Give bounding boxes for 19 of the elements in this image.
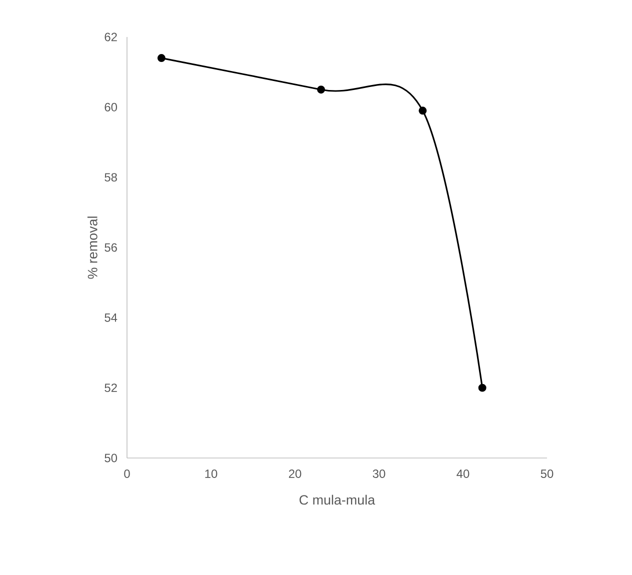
x-tick-label: 10 [205,470,218,478]
x-tick-label: 40 [456,470,470,478]
x-tick-label: 20 [288,470,302,478]
y-tick-label: 60 [104,102,118,112]
y-tick-label: 50 [104,454,118,462]
point [317,86,326,94]
y-axis-title: % removal [87,216,98,279]
x-axis-title: C mula-mula [300,494,376,505]
y-tick-label: 62 [104,32,117,42]
y-tick-label: 52 [104,384,117,392]
y-tick-label: 56 [104,243,117,252]
y-tick-label: 58 [104,173,117,182]
x-tick-label: 50 [540,470,554,478]
y-tick-label: 54 [104,313,118,322]
x-tick-label: 0 [124,470,130,478]
point [157,54,166,62]
x-tick-label: 30 [372,470,386,478]
point [478,384,486,392]
point [418,106,427,115]
